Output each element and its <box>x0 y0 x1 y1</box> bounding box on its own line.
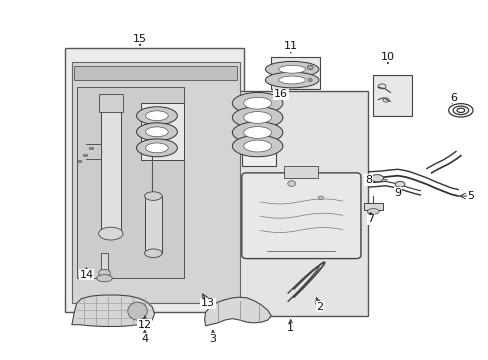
Text: 4: 4 <box>141 334 148 344</box>
Ellipse shape <box>367 208 378 214</box>
Ellipse shape <box>99 269 110 276</box>
Bar <box>242 98 276 166</box>
Ellipse shape <box>232 135 283 157</box>
Bar <box>101 253 108 271</box>
Bar <box>101 102 120 230</box>
Bar <box>372 75 411 116</box>
Bar <box>83 154 87 156</box>
Text: 12: 12 <box>138 320 152 330</box>
Ellipse shape <box>243 140 271 152</box>
Ellipse shape <box>136 139 177 157</box>
Ellipse shape <box>265 62 318 77</box>
Bar <box>99 94 122 112</box>
Text: 13: 13 <box>201 298 215 308</box>
Ellipse shape <box>243 127 271 138</box>
Ellipse shape <box>232 93 283 114</box>
Text: 7: 7 <box>366 214 374 224</box>
FancyBboxPatch shape <box>242 173 360 258</box>
Bar <box>74 66 237 80</box>
PathPatch shape <box>204 297 271 326</box>
Bar <box>89 148 93 149</box>
Text: 15: 15 <box>133 34 147 44</box>
Ellipse shape <box>97 275 112 282</box>
Bar <box>77 160 81 162</box>
Text: 16: 16 <box>273 89 287 99</box>
Bar <box>144 196 162 253</box>
Bar <box>72 62 239 303</box>
Bar <box>284 166 318 178</box>
Text: 3: 3 <box>209 334 216 344</box>
Text: 9: 9 <box>393 188 400 198</box>
Ellipse shape <box>144 192 162 201</box>
Bar <box>234 91 368 316</box>
Ellipse shape <box>145 143 168 153</box>
Ellipse shape <box>136 123 177 141</box>
Ellipse shape <box>136 107 177 125</box>
Ellipse shape <box>243 112 271 123</box>
Ellipse shape <box>127 302 147 320</box>
PathPatch shape <box>72 295 154 327</box>
Ellipse shape <box>232 107 283 128</box>
Bar <box>77 87 183 278</box>
Ellipse shape <box>318 196 323 200</box>
Bar <box>363 203 382 210</box>
Text: 6: 6 <box>449 93 456 103</box>
Ellipse shape <box>243 97 271 109</box>
Ellipse shape <box>278 76 305 84</box>
Bar <box>271 57 319 89</box>
Text: 5: 5 <box>466 191 473 201</box>
Text: 14: 14 <box>79 270 93 280</box>
Ellipse shape <box>265 72 318 88</box>
Text: 11: 11 <box>283 41 297 51</box>
Ellipse shape <box>370 175 383 182</box>
Ellipse shape <box>306 65 312 69</box>
Ellipse shape <box>145 111 168 121</box>
Text: 10: 10 <box>380 52 394 62</box>
Text: 8: 8 <box>364 175 371 185</box>
Ellipse shape <box>278 65 305 73</box>
Ellipse shape <box>145 127 168 137</box>
Bar <box>64 48 244 312</box>
Ellipse shape <box>307 78 311 81</box>
Ellipse shape <box>287 181 295 186</box>
Ellipse shape <box>232 122 283 143</box>
Text: 1: 1 <box>286 323 294 333</box>
Ellipse shape <box>144 249 162 257</box>
Bar <box>141 103 183 160</box>
Text: 2: 2 <box>316 302 323 312</box>
Ellipse shape <box>394 181 404 187</box>
Ellipse shape <box>99 227 122 240</box>
